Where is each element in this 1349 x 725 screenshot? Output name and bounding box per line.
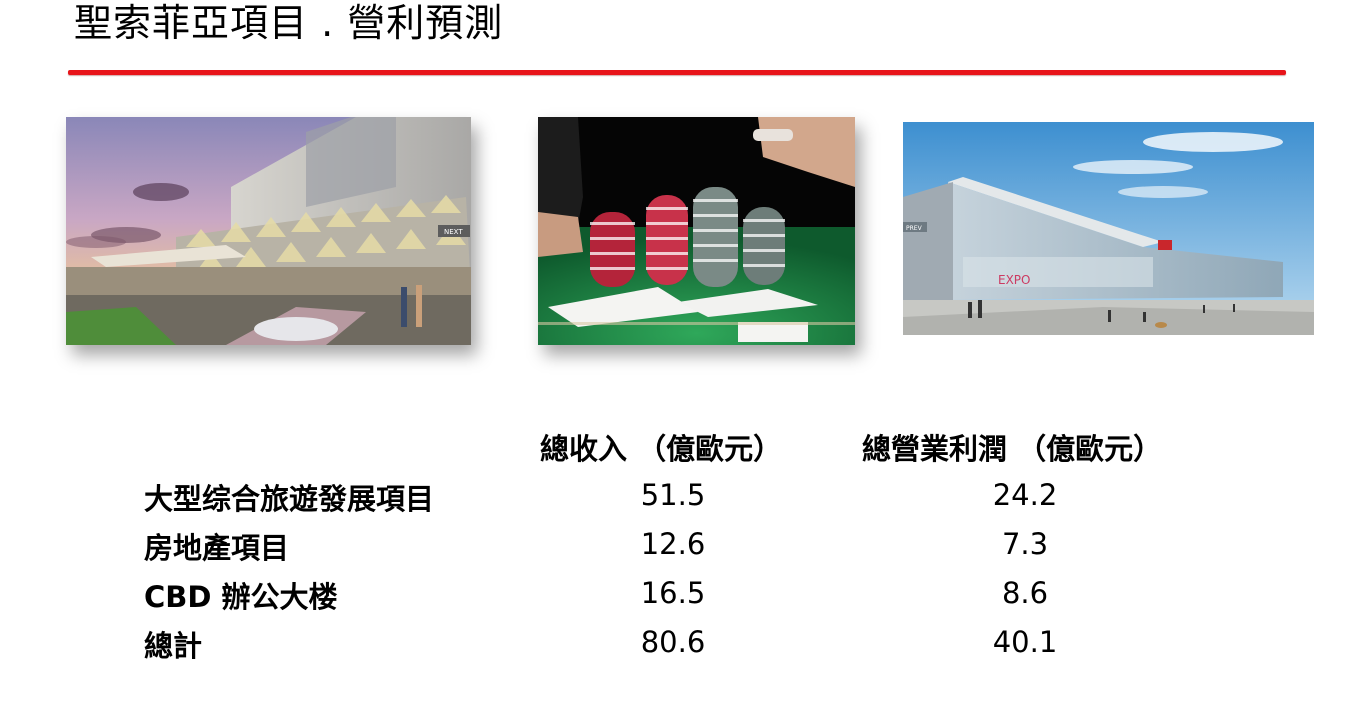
profit-total-value: 40.1 — [992, 625, 1058, 659]
profit-value: 7.3 — [1001, 527, 1049, 561]
expo-hall-rendering-image: EXPO PREV — [903, 122, 1314, 335]
row-label-total: 總計 — [144, 629, 203, 663]
revenue-value: 12.6 — [640, 527, 706, 561]
resort-rendering-image: NEXT — [66, 117, 471, 345]
title-underline — [68, 70, 1286, 75]
revenue-value: 51.5 — [640, 478, 706, 512]
row-label: CBD 辦公大楼 — [144, 580, 338, 614]
profit-value: 8.6 — [1001, 576, 1049, 610]
next-overlay-label: NEXT — [444, 228, 463, 236]
column-header-profit: 總營業利潤 （億歐元） — [862, 432, 1163, 466]
expo-sign-text: EXPO — [998, 273, 1030, 287]
casino-chips-image — [538, 117, 855, 345]
row-label: 大型综合旅遊發展項目 — [144, 482, 435, 516]
column-header-revenue: 總收入 （億歐元） — [540, 432, 783, 466]
row-label: 房地產項目 — [144, 531, 290, 565]
prev-overlay-label: PREV — [906, 225, 923, 232]
profit-value: 24.2 — [992, 478, 1058, 512]
revenue-total-value: 80.6 — [640, 625, 706, 659]
slide-title: 聖索菲亞項目 . 營利預測 — [74, 1, 504, 45]
revenue-value: 16.5 — [640, 576, 706, 610]
